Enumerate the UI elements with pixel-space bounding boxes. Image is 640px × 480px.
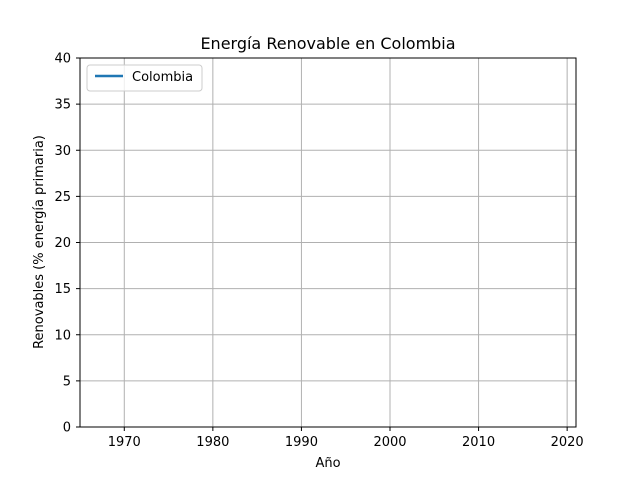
x-tick-label-2020: 2020 (551, 435, 584, 450)
y-tick-label-20: 20 (54, 236, 71, 251)
x-tick-label-2010: 2010 (462, 435, 495, 450)
y-axis-label: Renovables (% energía primaria) (32, 135, 47, 349)
x-axis-ticks: 1970 1980 1990 2000 2010 2020 (108, 427, 584, 450)
legend-label-colombia: Colombia (132, 70, 193, 85)
y-tick-label-40: 40 (54, 52, 71, 67)
y-axis-ticks: 0 5 10 15 20 25 30 35 40 (54, 52, 80, 436)
y-tick-label-5: 5 (63, 374, 71, 389)
legend-box (86, 64, 203, 92)
x-axis-label: Año (315, 456, 340, 471)
y-tick-label-0: 0 (63, 421, 71, 436)
y-tick-label-35: 35 (54, 98, 71, 113)
x-tick-label-1970: 1970 (108, 435, 141, 450)
chart-title: Energía Renovable en Colombia (200, 34, 455, 53)
legend: Colombia (86, 64, 203, 92)
x-tick-label-2000: 2000 (373, 435, 406, 450)
y-tick-label-10: 10 (54, 328, 71, 343)
x-tick-label-1990: 1990 (285, 435, 318, 450)
y-tick-label-15: 15 (54, 282, 71, 297)
y-tick-label-30: 30 (54, 144, 71, 159)
x-tick-label-1980: 1980 (196, 435, 229, 450)
y-tick-label-25: 25 (54, 190, 71, 205)
